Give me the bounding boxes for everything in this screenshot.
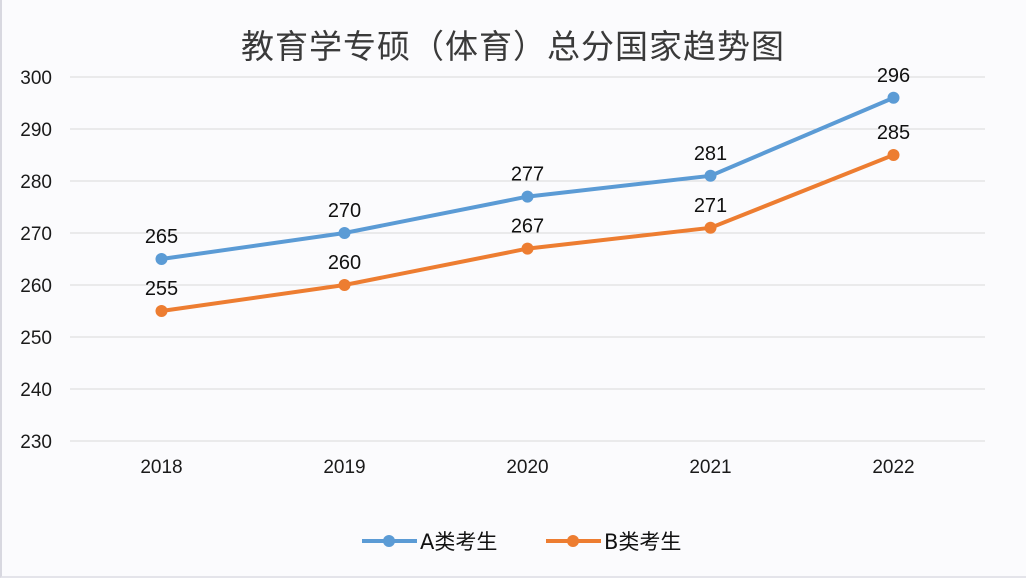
data-label: 281 [694, 143, 727, 165]
data-label: 260 [328, 252, 361, 274]
legend-label: A类考生 [420, 530, 497, 554]
data-label: 271 [694, 195, 727, 217]
data-point [704, 169, 717, 182]
data-point [521, 242, 534, 255]
data-label: 277 [511, 164, 544, 186]
data-point [887, 149, 900, 161]
data-point [704, 221, 717, 234]
x-tick-label: 2019 [323, 457, 365, 478]
legend-marker-icon [567, 535, 579, 547]
y-tick-label: 300 [20, 68, 52, 89]
data-point [887, 91, 900, 104]
data-point [338, 227, 351, 239]
y-tick-label: 260 [20, 276, 52, 297]
x-tick-label: 2020 [506, 457, 548, 478]
legend-label: B类考生 [604, 530, 681, 554]
y-axis-ticks: 230 240 250 260 270 280 290 300 [20, 68, 52, 453]
series-lines [155, 91, 900, 317]
legend-item-0[interactable]: A类考生 [362, 530, 497, 554]
gridlines [70, 76, 985, 442]
legend-marker-icon [383, 535, 395, 547]
x-tick-label: 2021 [689, 457, 731, 478]
x-tick-label: 2022 [872, 457, 914, 478]
data-point [155, 305, 168, 317]
y-tick-label: 290 [20, 120, 52, 141]
data-labels: 265 270 277 281 296 255 260 267 271 285 [145, 65, 910, 300]
data-label: 265 [145, 226, 178, 248]
y-tick-label: 230 [20, 432, 52, 453]
data-point [521, 190, 534, 203]
legend-item-1[interactable]: B类考生 [546, 530, 681, 554]
data-label: 296 [877, 65, 910, 87]
y-tick-label: 250 [20, 328, 52, 349]
data-label: 270 [328, 200, 361, 222]
data-label: 267 [511, 216, 544, 238]
data-point [338, 279, 351, 291]
legend: A类考生 B类考生 [362, 530, 681, 554]
y-tick-label: 240 [20, 380, 52, 401]
data-label: 285 [877, 122, 910, 144]
y-tick-label: 270 [20, 224, 52, 245]
y-tick-label: 280 [20, 172, 52, 193]
x-tick-label: 2018 [140, 457, 182, 478]
x-axis-ticks: 2018 2019 2020 2021 2022 [140, 457, 914, 478]
chart-title: 教育学专硕（体育）总分国家趋势图 [241, 27, 785, 66]
data-point [155, 253, 168, 265]
data-label: 255 [145, 278, 178, 300]
